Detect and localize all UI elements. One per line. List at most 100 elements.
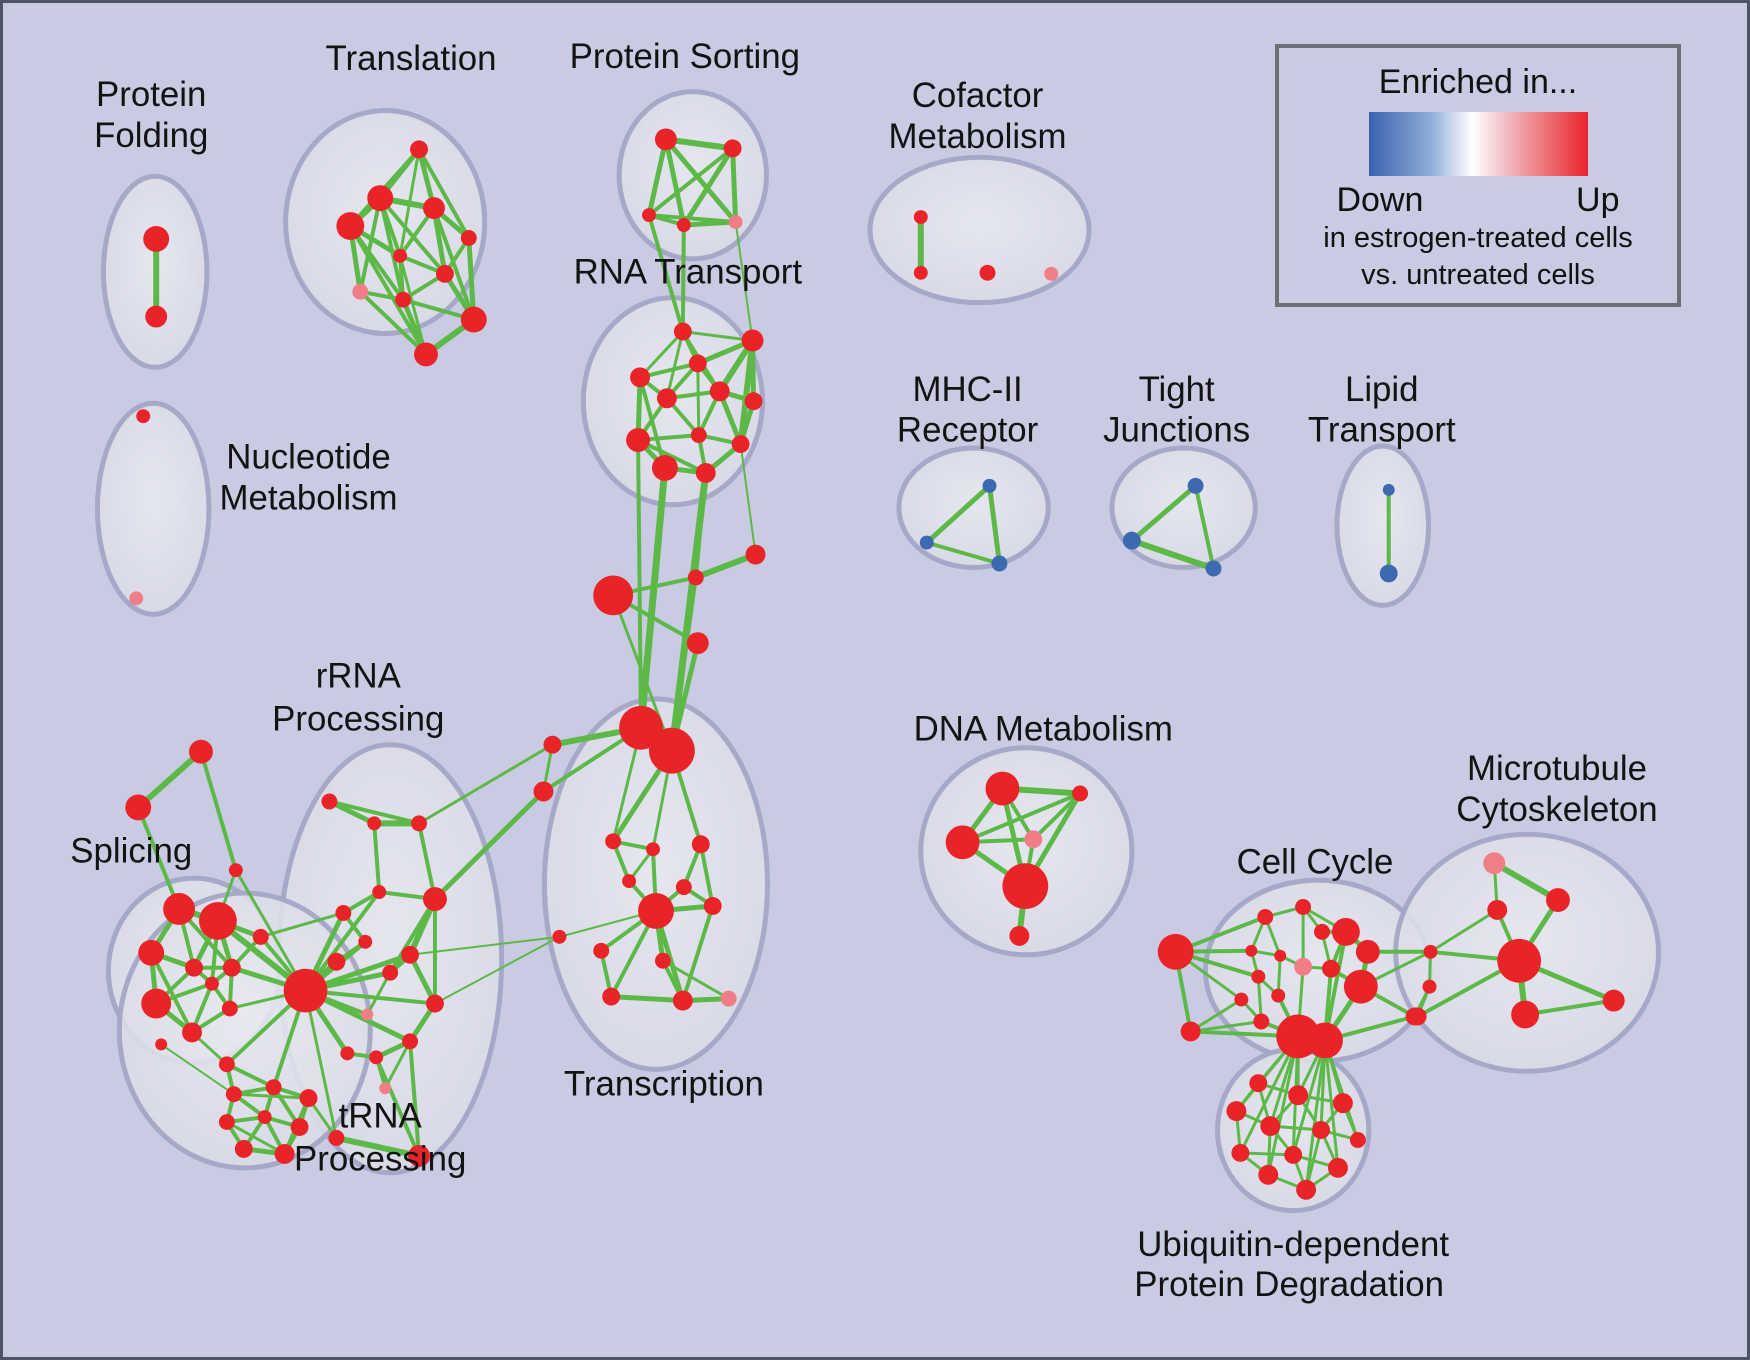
node-dm6	[1009, 925, 1030, 946]
edge-tx3-tx7	[698, 842, 715, 908]
node-rr6	[335, 905, 352, 921]
edge-ccH2-ub12	[1304, 1038, 1327, 1192]
edge-ps4-rt1	[680, 223, 686, 334]
node-tj3	[1205, 560, 1222, 577]
edge-ps2-ps4	[681, 145, 736, 228]
edge-ps2-ps3	[647, 146, 735, 218]
edge-m2-hubB	[669, 575, 698, 753]
edge-spC-rrh	[234, 868, 308, 993]
node-m3	[745, 544, 766, 565]
node-sp6	[141, 988, 172, 1019]
node-mc7	[1422, 979, 1437, 994]
edge-ccL2-cc14	[1189, 1019, 1263, 1033]
node-ub12	[1296, 1179, 1317, 1200]
legend-box: Enriched in... Down Up in estrogen-treat…	[1275, 44, 1681, 307]
cluster-label: Cell Cycle	[1237, 843, 1394, 882]
node-cc6	[1314, 923, 1330, 940]
edge-ps4-ps5	[681, 219, 739, 228]
cluster-ellipse-mhc-ii-receptor	[896, 445, 1051, 570]
edge-rt10-m3	[739, 443, 757, 556]
edge-ccH2-ub10	[1323, 1038, 1340, 1170]
edge-tj2-tj3	[1128, 537, 1217, 572]
edge-rt9-hubA	[636, 438, 644, 730]
node-rt5	[656, 388, 677, 409]
node-tn7	[234, 1139, 253, 1158]
node-cc10	[1343, 969, 1378, 1004]
cluster-label: Nucleotide	[226, 437, 391, 476]
node-dm1	[985, 771, 1020, 806]
node-ub6	[1312, 1121, 1330, 1139]
node-tx7	[703, 897, 722, 915]
node-ps2	[723, 139, 742, 158]
node-tl11	[414, 342, 438, 367]
node-tx6	[638, 893, 674, 929]
cluster-label: Protein Degradation	[1134, 1265, 1444, 1304]
node-rr4	[372, 885, 387, 900]
node-spA	[189, 739, 213, 764]
node-sp8	[221, 1000, 238, 1017]
cluster-ellipse-nucleotide-metabolism	[94, 400, 212, 617]
node-tj2	[1122, 531, 1141, 550]
edge-ps1-ps3	[646, 136, 669, 218]
node-ps4	[676, 218, 691, 232]
edge-rt9-rt12	[636, 438, 708, 475]
cluster-ellipse-cofactor-metabolism	[867, 154, 1092, 306]
node-tl6	[393, 248, 408, 263]
node-cc14	[1253, 1013, 1270, 1030]
node-tx11	[672, 990, 693, 1011]
edge-tj1-tj3	[1193, 483, 1216, 571]
legend-down-label: Down	[1336, 181, 1424, 219]
edge-rr14-rr18	[408, 1039, 422, 1158]
edge-tl5-tl10	[466, 235, 477, 323]
legend-caption-line2: vs. untreated cells	[1361, 259, 1595, 291]
edge-rr3-rr5	[417, 821, 437, 902]
node-tn0	[218, 1056, 235, 1073]
edge-rt2-rt10	[737, 337, 756, 448]
node-lt2	[1379, 564, 1398, 583]
edge-mcC-mc2	[1429, 908, 1499, 954]
node-spC	[228, 863, 243, 878]
edge-l1-rr3	[417, 743, 554, 825]
node-rt8	[690, 427, 707, 444]
cluster-label: Junctions	[1103, 411, 1250, 450]
node-m2	[687, 569, 704, 586]
cluster-label: Cofactor	[912, 76, 1044, 115]
edge-ps1-ps5	[663, 136, 739, 225]
edge-rr1-rr3	[327, 799, 422, 826]
cluster-label: Metabolism	[219, 478, 397, 517]
node-cc13	[1271, 988, 1286, 1003]
node-tx9	[654, 952, 671, 969]
node-cc9	[1322, 959, 1340, 978]
node-cf3	[979, 264, 996, 281]
edge-mh2-mh3	[924, 540, 1002, 566]
edge-rt1-rt5	[665, 330, 685, 400]
node-dm4	[1024, 830, 1043, 849]
node-rr12	[340, 1046, 355, 1061]
cluster-label: RNA Transport	[574, 252, 803, 291]
node-tl5	[460, 229, 477, 246]
node-tl1	[410, 140, 428, 159]
node-rr14	[402, 1033, 419, 1050]
node-sp3	[138, 939, 165, 966]
edge-spA-spC	[198, 749, 238, 873]
node-rr8	[327, 952, 346, 971]
node-tn5	[257, 1110, 272, 1125]
cluster-label: DNA Metabolism	[914, 709, 1173, 748]
edge-rt1-rt2	[681, 330, 755, 342]
node-rrh	[283, 968, 328, 1013]
node-rr13	[369, 1050, 384, 1065]
node-ub11	[1258, 1164, 1279, 1185]
edge-spA-spB	[135, 748, 204, 811]
cluster-label: Splicing	[70, 832, 192, 871]
node-cc3	[1245, 944, 1258, 957]
edge-tl4-tl11	[348, 224, 428, 357]
node-cc2	[1295, 899, 1312, 915]
node-sp2	[198, 902, 237, 940]
cluster-label: Metabolism	[889, 117, 1067, 156]
edge-mh1-mh3	[987, 483, 1002, 567]
node-mc6	[1408, 1007, 1427, 1026]
nodes-layer	[125, 128, 1625, 1200]
node-cf1	[913, 210, 928, 225]
node-ub8	[1231, 1143, 1250, 1162]
cluster-label: Processing	[294, 1139, 466, 1178]
